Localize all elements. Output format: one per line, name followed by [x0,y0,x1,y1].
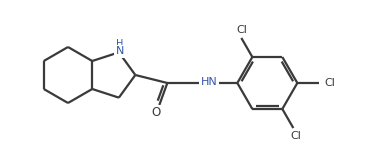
Text: Cl: Cl [324,78,335,88]
Text: HN: HN [201,77,218,87]
Text: H: H [116,39,124,49]
Text: Cl: Cl [290,131,301,141]
Text: N: N [116,46,124,56]
Text: O: O [152,106,161,120]
Text: Cl: Cl [236,25,247,35]
